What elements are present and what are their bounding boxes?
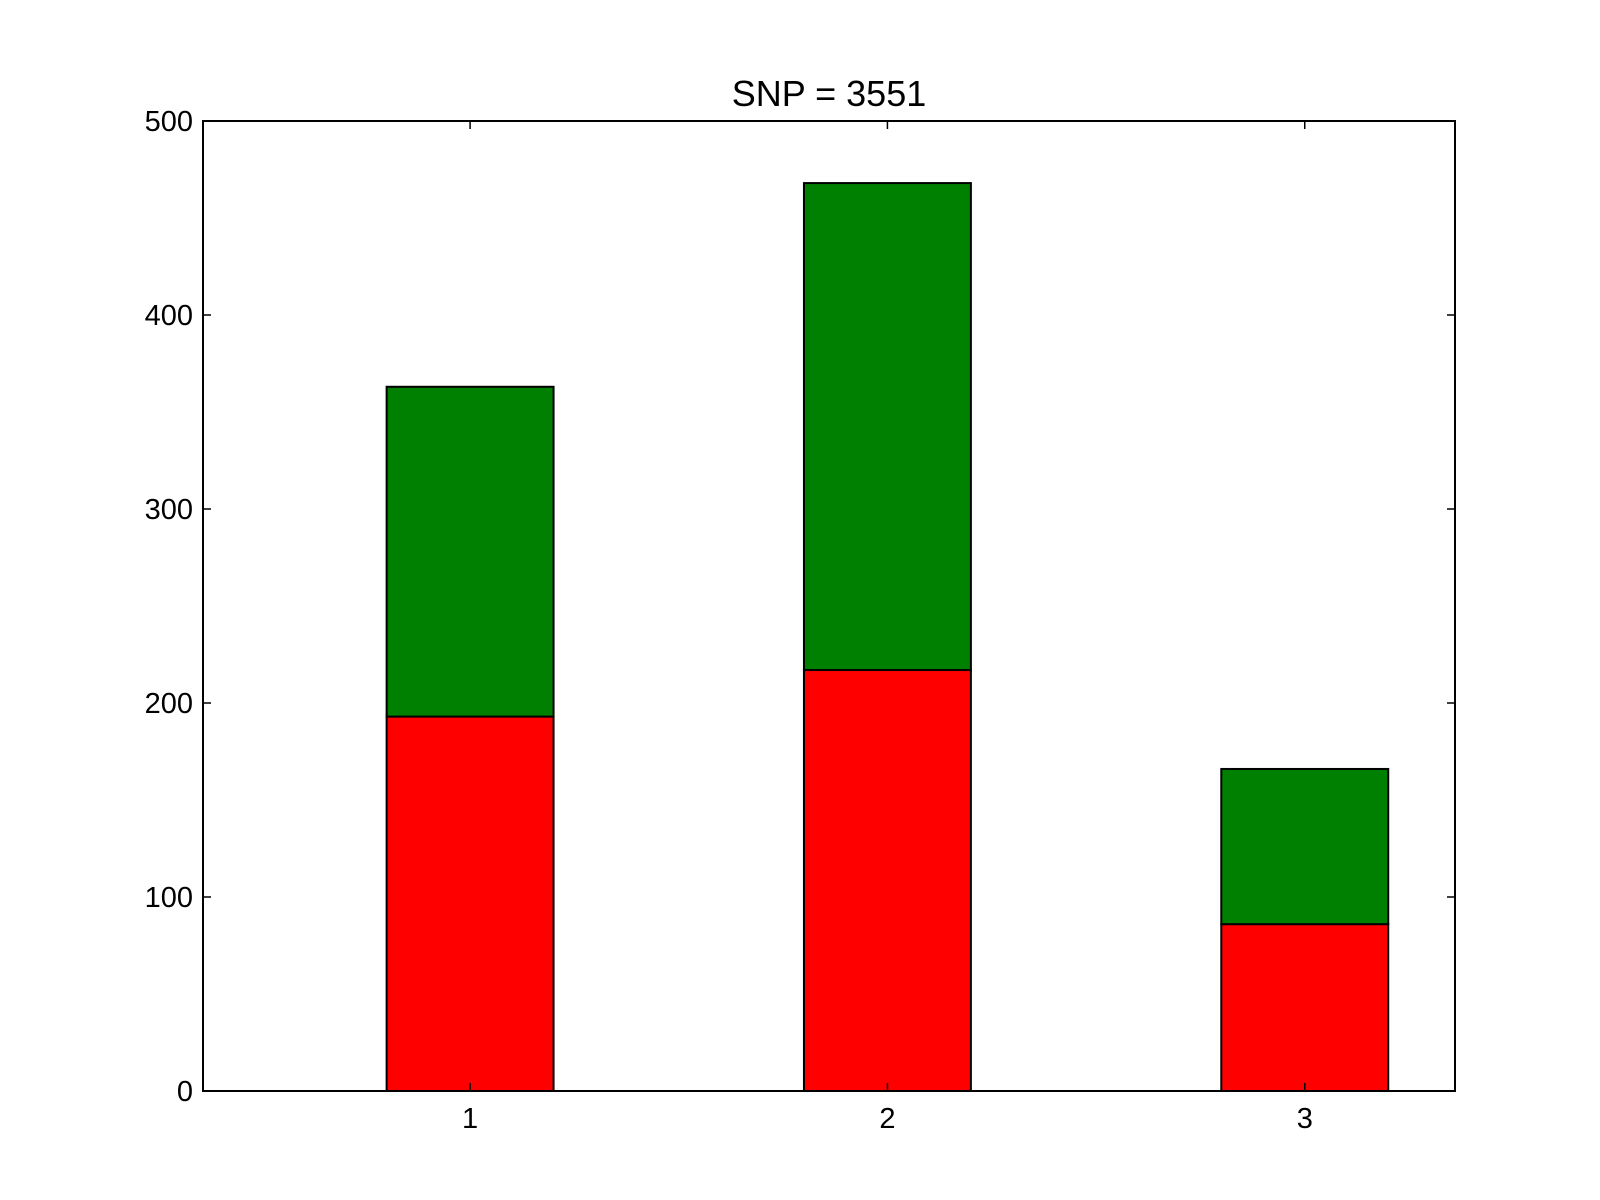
y-tick-label: 100 [145, 882, 193, 914]
y-tick-label: 0 [177, 1076, 193, 1108]
bar-segment-series-1-cat-3 [1220, 767, 1390, 926]
bars-layer [385, 182, 1390, 1093]
bar-segment-series-1-cat-2 [802, 182, 972, 672]
axes-layer: 0 100 200 300 400 500 1 2 3 [145, 106, 1455, 1135]
y-tick-label: 200 [145, 688, 193, 720]
bar-segment-series-0-cat-3 [1220, 923, 1390, 1092]
bar-segment-series-1-cat-1 [385, 385, 555, 718]
bar-segment-series-0-cat-2 [802, 669, 972, 1093]
y-tick-label: 400 [145, 300, 193, 332]
x-tick-label: 2 [879, 1103, 895, 1135]
y-tick-label: 500 [145, 106, 193, 138]
plot-frame [202, 120, 1456, 1092]
x-tick-label: 3 [1297, 1103, 1313, 1135]
x-tick-label: 1 [462, 1103, 478, 1135]
y-tick-label: 300 [145, 494, 193, 526]
bar-segment-series-0-cat-1 [385, 715, 555, 1093]
chart-title: SNP = 3551 [732, 73, 926, 114]
